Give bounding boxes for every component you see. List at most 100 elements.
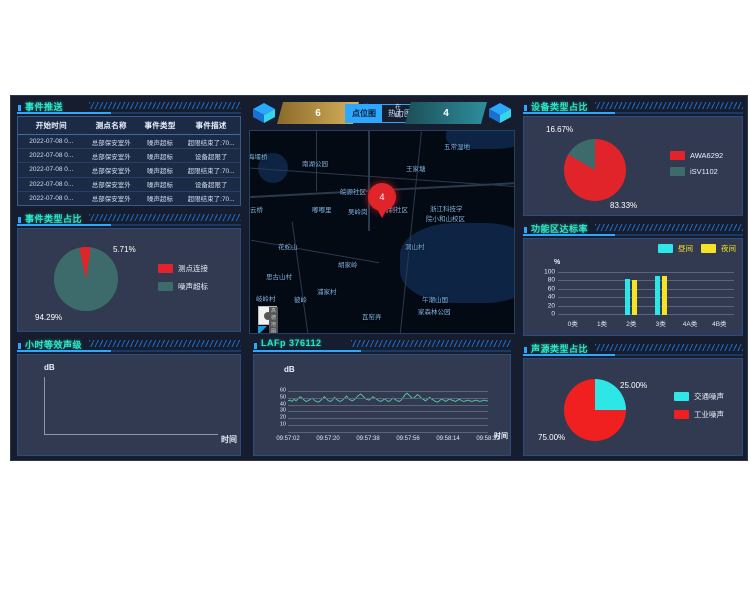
map-label: 洞山村 — [405, 244, 425, 251]
event-type-pie-chart[interactable]: 5.71% 94.29% 测点连接 噪声超标 — [18, 229, 240, 331]
legend-item[interactable]: 噪声超标 — [158, 281, 208, 292]
table-row[interactable]: 2022-07-08 0... 总部保安室外 噪声超标 超限结束了:70... — [18, 162, 240, 178]
panel-hourly-leq: 小时等效声级 dB 时间 — [15, 338, 243, 458]
online-count-value: 4 — [443, 107, 449, 119]
water-body — [446, 131, 514, 149]
y-tick-label: 20 — [279, 414, 286, 421]
map-label: 吴岭岗 — [348, 209, 368, 216]
header-marker-icon — [524, 347, 527, 353]
col-point-name: 测点名称 — [84, 117, 138, 135]
pie-label-1: 75.00% — [538, 433, 566, 442]
gridline: 60 — [280, 388, 488, 393]
panel-lafp-line: LAFp 376112 dB 10 20 30 40 50 60 09:57:02 09:57… — [251, 338, 513, 458]
y-axis-line — [44, 377, 45, 435]
map-label: 家森林公园 — [418, 309, 451, 316]
pie-legend: 测点连接 噪声超标 — [158, 263, 208, 299]
panel-title: 小时等效声级 — [25, 340, 83, 350]
road-line — [368, 131, 370, 231]
middle-column: 6 总量 点位图 热力图 在线 4 — [247, 96, 517, 460]
cell-type: 噪声超标 — [138, 205, 182, 206]
dashboard-root: 事件推送 开始时间 测点名称 事件类型 事件描述 2022-07-08 0...… — [10, 95, 748, 461]
map-canvas[interactable]: 五常湿地 南湖公园 王家塘 海堰桥 皖源社区 云桥 嘟嘟里 吴岭岗 冈制社区 浙江科技学 院小和山校… — [249, 130, 515, 334]
hourly-leq-plot[interactable] — [44, 377, 218, 435]
x-tick-label: 09:57:20 — [316, 436, 340, 442]
header-marker-icon — [18, 217, 21, 223]
map-header: 6 总量 点位图 热力图 在线 4 — [249, 100, 515, 128]
cell-time: 2022-07-08 0... — [18, 191, 85, 205]
events-table: 开始时间 测点名称 事件类型 事件描述 2022-07-08 0... 总部保安室… — [18, 117, 240, 206]
bar-夜间[interactable] — [632, 279, 638, 315]
toggle-heat-map[interactable]: 热力图 — [388, 109, 412, 118]
panel-title: 功能区达标率 — [531, 224, 589, 234]
device-type-pie-chart[interactable]: 16.67% 83.33% AWA6292 iSV1102 — [524, 117, 742, 215]
table-row[interactable]: 2022-07-08 0... 总部保安室外 噪声超标 设备超限了 — [18, 177, 240, 192]
bar-夜间[interactable] — [661, 275, 667, 315]
map-control[interactable]: 高德地图 — [258, 306, 279, 333]
x-tick-label: 09:57:02 — [276, 436, 300, 442]
lafp-line-plot[interactable]: 10 20 30 40 50 60 09:57:02 09:57:20 09:57:38 09:5… — [276, 385, 499, 442]
toggle-point-map[interactable]: 点位图 — [346, 105, 382, 122]
header-underline — [523, 354, 743, 356]
legend-item[interactable]: 测点连接 — [158, 263, 208, 274]
table-row[interactable]: 2022-07-08 0...376112噪声超标设备超限了:8... — [18, 205, 240, 206]
map-marker[interactable]: 4 — [368, 183, 396, 211]
pie-label-1: 16.67% — [546, 125, 574, 134]
y-tick-label: 20 — [547, 302, 555, 310]
y-tick-label: 100 — [544, 268, 555, 276]
events-table-body[interactable]: 开始时间 测点名称 事件类型 事件描述 2022-07-08 0... 总部保安室… — [17, 116, 241, 206]
gridline: 80 — [548, 277, 734, 284]
pie-slices — [564, 379, 626, 441]
table-row[interactable]: 2022-07-08 0... 总部保安室外 噪声超标 设备超限了 — [18, 148, 240, 164]
cell-desc: 超限结束了:70... — [182, 191, 240, 205]
legend-item[interactable]: 交通噪声 — [674, 391, 724, 402]
legend-swatch-icon — [674, 410, 689, 419]
line-series — [288, 385, 488, 433]
zone-rate-plot[interactable]: 100 80 60 40 20 0 0类 1类 2类 3类 4A类 4B类 — [544, 269, 734, 328]
cell-desc: 设备超限了:8... — [182, 205, 240, 206]
legend-swatch-icon — [674, 392, 689, 401]
map-label: 嘟嘟里 — [312, 207, 332, 214]
x-tick-label: 0类 — [567, 321, 578, 328]
legend-item[interactable]: iSV1102 — [670, 167, 723, 176]
legend-item[interactable]: 工业噪声 — [674, 409, 724, 420]
gridline: 10 — [280, 422, 488, 427]
bar-昼间[interactable] — [654, 276, 660, 315]
header-hatch-decoration — [89, 102, 241, 109]
cell-desc: 设备超限了 — [182, 177, 240, 192]
cell-desc: 超限结束了:70... — [182, 162, 240, 178]
map-mode-toggle[interactable]: 点位图 热力图 — [345, 104, 419, 123]
map-provider-logo-icon — [258, 326, 267, 333]
panel-header: 声源类型占比 — [521, 342, 745, 358]
cell-time: 2022-07-08 0... — [18, 205, 85, 206]
water-body — [400, 223, 514, 303]
cell-point: 总部保安室外 — [84, 134, 138, 150]
device-cube-icon — [253, 103, 275, 123]
table-row[interactable]: 2022-07-08 0... 总部保安室外 噪声超标 超限结束了:70... — [18, 191, 240, 205]
pie-slices — [54, 247, 118, 311]
x-axis-label: 时间 — [221, 435, 237, 444]
marker-count: 4 — [379, 192, 385, 202]
map-label: 花蛇山 — [278, 244, 298, 251]
header-hatch-decoration — [595, 224, 743, 231]
bar-昼间[interactable] — [625, 278, 631, 315]
map-label: 浙江科技学 — [430, 206, 463, 213]
source-type-pie-chart[interactable]: 25.00% 75.00% 交通噪声 工业噪声 — [524, 359, 742, 455]
x-axis-line — [44, 434, 218, 435]
gridline: 40 — [280, 401, 488, 407]
road-line — [250, 239, 380, 264]
col-start-time: 开始时间 — [18, 117, 85, 135]
map-label: 午潮山国 — [422, 297, 448, 304]
legend-item[interactable]: 昼间 — [658, 243, 693, 254]
road-line — [291, 221, 310, 333]
x-tick-label: 4B类 — [712, 321, 727, 328]
table-row[interactable]: 2022-07-08 0... 总部保安室外 噪声超标 超限结束了:70... — [18, 134, 240, 150]
pie-slices — [564, 139, 626, 201]
x-axis-label: 时间 — [494, 433, 508, 440]
legend-item[interactable]: 夜间 — [701, 243, 736, 254]
panel-title: LAFp 376112 — [261, 338, 322, 348]
pie-label-0: 5.71% — [113, 245, 136, 254]
legend-item[interactable]: AWA6292 — [670, 151, 723, 160]
gridline: 0 — [551, 311, 734, 318]
map-label: 岐岭村 — [256, 296, 276, 303]
cell-type: 噪声超标 — [137, 134, 183, 150]
